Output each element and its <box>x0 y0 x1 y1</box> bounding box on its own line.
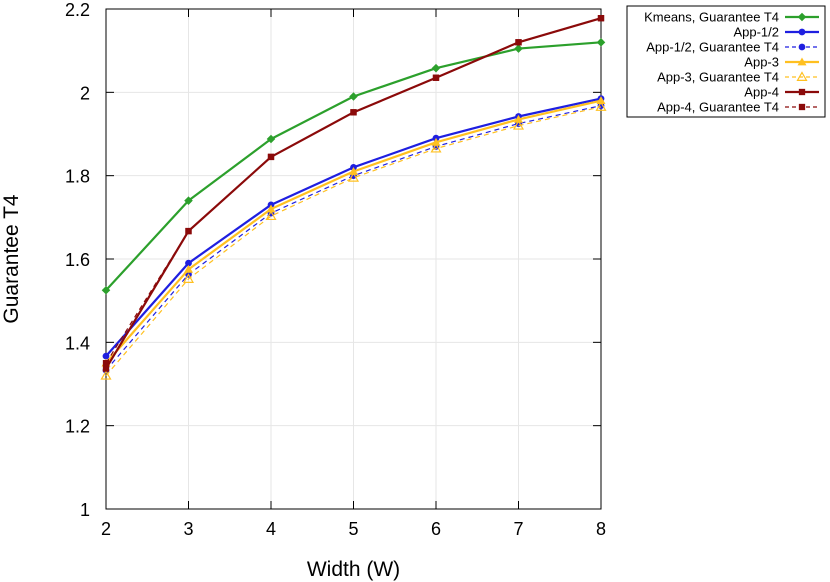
legend-label: App-3, Guarantee T4 <box>657 70 779 85</box>
point-marker <box>595 101 607 111</box>
point-marker <box>101 285 111 295</box>
series-group <box>100 15 607 380</box>
grid <box>106 9 601 509</box>
point-marker <box>102 352 110 360</box>
y-tick-label: 1.6 <box>65 250 90 270</box>
legend-label: App-4 <box>744 85 779 100</box>
point-marker <box>349 167 358 175</box>
series <box>102 15 605 367</box>
point-marker <box>432 74 440 81</box>
series <box>100 101 607 380</box>
point-marker <box>431 63 441 73</box>
legend-label: App-1/2 <box>733 25 779 40</box>
point-marker <box>512 119 525 130</box>
point-marker <box>596 38 606 47</box>
point-marker <box>350 109 357 116</box>
legend-label: Kmeans, Guarantee T4 <box>644 10 779 25</box>
point-marker <box>798 43 806 51</box>
y-tick-label: 2.2 <box>65 0 90 20</box>
x-tick-label: 8 <box>596 519 606 539</box>
point-marker <box>100 369 112 380</box>
point-marker <box>347 172 360 182</box>
point-marker <box>185 259 192 267</box>
point-marker <box>265 210 277 221</box>
point-marker <box>102 360 110 367</box>
point-marker <box>102 365 110 372</box>
point-marker <box>514 44 523 53</box>
series-line <box>105 106 602 377</box>
point-marker <box>798 28 806 36</box>
point-marker <box>798 103 806 111</box>
x-tick-label: 3 <box>183 519 193 539</box>
point-marker <box>266 134 276 144</box>
point-marker <box>430 142 442 153</box>
point-marker <box>797 12 807 22</box>
series <box>101 38 606 295</box>
point-marker <box>515 39 522 46</box>
legend-label: App-4, Guarantee T4 <box>657 100 779 115</box>
point-marker <box>431 137 441 146</box>
axis-ticks: 2 3 4 5 6 7 8 1 1.2 1.4 1.6 1.8 2 2.2 <box>65 0 606 539</box>
point-marker <box>514 114 523 123</box>
point-marker <box>266 204 276 213</box>
point-marker <box>596 96 606 105</box>
x-tick-label: 7 <box>513 519 523 539</box>
point-marker <box>182 273 195 283</box>
y-tick-label: 1.4 <box>65 333 90 353</box>
y-tick-label: 2 <box>80 83 90 103</box>
point-marker <box>349 92 358 101</box>
x-tick-label: 2 <box>101 519 111 539</box>
point-marker <box>796 71 808 81</box>
y-tick-label: 1.8 <box>65 167 90 187</box>
x-tick-label: 4 <box>266 519 276 539</box>
y-axis-title: Guarantee T4 <box>0 194 23 324</box>
legend-label: App-3 <box>744 55 779 70</box>
x-tick-label: 6 <box>431 519 441 539</box>
point-marker <box>797 57 807 66</box>
point-marker <box>267 153 275 161</box>
x-axis-title: Width (W) <box>307 558 400 581</box>
legend-label: App-1/2, Guarantee T4 <box>646 40 779 55</box>
point-marker <box>798 88 806 96</box>
y-tick-label: 1.2 <box>65 417 90 437</box>
x-tick-label: 5 <box>348 519 358 539</box>
point-marker <box>597 15 605 22</box>
point-marker <box>184 264 193 273</box>
point-marker <box>184 196 193 205</box>
y-tick-label: 1 <box>80 500 90 520</box>
point-marker <box>185 227 192 235</box>
